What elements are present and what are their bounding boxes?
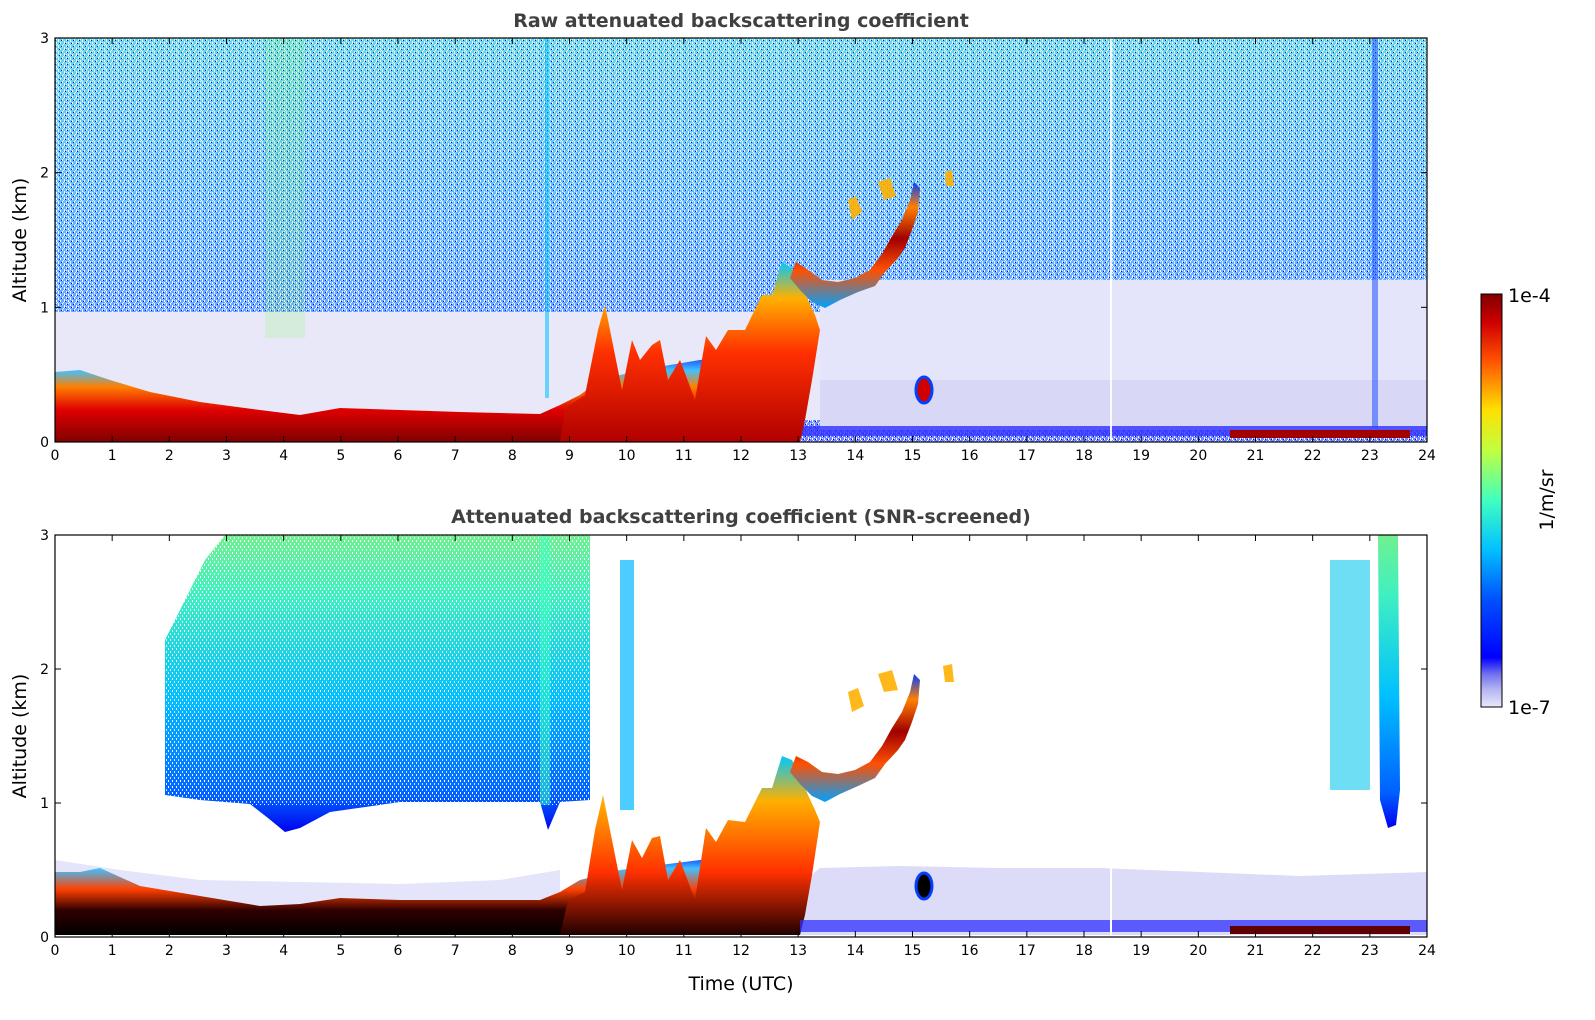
screened-streak xyxy=(1110,860,1112,937)
x-tick-label: 19 xyxy=(1132,943,1150,959)
raw-streak xyxy=(545,38,549,398)
x-tick-label: 21 xyxy=(1247,943,1265,959)
x-tick-label: 4 xyxy=(279,943,288,959)
x-tick-label: 9 xyxy=(565,448,574,464)
screened-aerosol-column-right-2 xyxy=(1378,535,1400,828)
x-tick-label: 5 xyxy=(336,448,345,464)
raw-streak xyxy=(265,38,305,338)
y-axis-label-raw: Altitude (km) xyxy=(9,178,31,303)
x-tick-label: 1 xyxy=(108,943,117,959)
x-tick-label: 19 xyxy=(1132,448,1150,464)
x-tick-label: 11 xyxy=(675,448,693,464)
raw-convective-region xyxy=(560,262,820,442)
y-tick-label: 3 xyxy=(40,528,49,544)
x-tick-label: 13 xyxy=(789,943,807,959)
panel-screened-title: Attenuated backscattering coefficient (S… xyxy=(451,506,1031,528)
x-tick-label: 0 xyxy=(51,943,60,959)
screened-elevated-layer xyxy=(790,674,920,802)
heatmap-screened xyxy=(55,535,1427,937)
x-tick-label: 18 xyxy=(1075,448,1093,464)
screened-aerosol-column-right xyxy=(1330,560,1370,790)
panel-raw: Raw attenuated backscattering coefficien… xyxy=(9,10,1436,464)
x-tick-label: 21 xyxy=(1247,448,1265,464)
screened-convective-region xyxy=(560,756,820,935)
x-tick-label: 6 xyxy=(394,943,403,959)
x-tick-label: 24 xyxy=(1418,943,1436,959)
y-tick-label: 0 xyxy=(40,435,49,451)
x-tick-label: 6 xyxy=(394,448,403,464)
heatmap-raw xyxy=(55,38,1427,442)
colorbar-gradient xyxy=(1480,293,1503,708)
x-tick-label: 12 xyxy=(732,943,750,959)
x-tick-label: 22 xyxy=(1304,448,1322,464)
y-axis-label-screened: Altitude (km) xyxy=(9,674,31,799)
x-tick-label: 3 xyxy=(222,943,231,959)
raw-surface-dark xyxy=(1230,430,1410,438)
x-tick-label: 2 xyxy=(165,943,174,959)
screened-aerosol-speckle xyxy=(160,535,600,805)
x-ticks-raw: 0 1 2 3 4 5 6 7 8 9 10 11 12 13 14 15 16 17 18 19 20 21 22 23 24 xyxy=(51,38,1436,464)
x-ticks-screened: 0 1 2 3 4 5 6 7 8 9 10 11 12 13 14 15 16 17 18 19 20 21 22 23 24 xyxy=(51,535,1436,959)
y-tick-label: 3 xyxy=(40,31,49,47)
y-tick-label: 2 xyxy=(40,662,49,678)
x-tick-label: 17 xyxy=(1018,448,1036,464)
screened-residual-layer xyxy=(800,866,1427,935)
raw-surface-line xyxy=(800,426,1427,436)
y-ticks-raw: 0 1 2 3 xyxy=(40,31,1427,451)
y-tick-label: 0 xyxy=(40,930,49,946)
x-tick-label: 18 xyxy=(1075,943,1093,959)
x-tick-label: 22 xyxy=(1304,943,1322,959)
screened-surface-dark xyxy=(1230,926,1410,934)
x-tick-label: 20 xyxy=(1189,943,1207,959)
x-tick-label: 13 xyxy=(789,448,807,464)
screened-elevated-fragments xyxy=(848,664,954,712)
screened-aerosol-streak xyxy=(540,535,550,805)
x-tick-label: 9 xyxy=(565,943,574,959)
x-tick-label: 10 xyxy=(618,943,636,959)
x-tick-label: 7 xyxy=(451,448,460,464)
x-tick-label: 11 xyxy=(675,943,693,959)
x-tick-label: 23 xyxy=(1361,448,1379,464)
colorbar-max-label: 1e-4 xyxy=(1508,285,1551,307)
y-tick-label: 2 xyxy=(40,166,49,182)
screened-small-cloud xyxy=(914,871,934,901)
x-tick-label: 1 xyxy=(108,448,117,464)
x-tick-label: 7 xyxy=(451,943,460,959)
x-tick-label: 24 xyxy=(1418,448,1436,464)
x-tick-label: 16 xyxy=(961,943,979,959)
x-axis-label: Time (UTC) xyxy=(687,973,793,995)
x-tick-label: 16 xyxy=(961,448,979,464)
colorbar-unit-label: 1/m/sr xyxy=(1536,469,1558,530)
x-tick-label: 5 xyxy=(336,943,345,959)
raw-elevated-layer xyxy=(790,182,920,308)
x-tick-label: 20 xyxy=(1189,448,1207,464)
screened-aerosol-column xyxy=(620,560,634,810)
x-tick-label: 4 xyxy=(279,448,288,464)
colorbar: 1e-4 1e-7 1/m/sr xyxy=(1480,285,1558,719)
raw-low-signal-zone-right-2 xyxy=(820,380,1427,430)
x-tick-label: 17 xyxy=(1018,943,1036,959)
x-tick-label: 14 xyxy=(846,448,864,464)
x-tick-label: 15 xyxy=(904,943,922,959)
raw-streak xyxy=(1110,38,1112,442)
raw-streak xyxy=(1372,38,1378,428)
raw-small-cloud xyxy=(914,375,934,405)
y-tick-label: 1 xyxy=(40,796,49,812)
x-tick-label: 14 xyxy=(846,943,864,959)
x-tick-label: 2 xyxy=(165,448,174,464)
panel-raw-title: Raw attenuated backscattering coefficien… xyxy=(513,10,969,32)
x-tick-label: 8 xyxy=(508,448,517,464)
x-tick-label: 8 xyxy=(508,943,517,959)
y-ticks-screened: 0 1 2 3 xyxy=(40,528,1427,946)
x-tick-label: 3 xyxy=(222,448,231,464)
panel-screened: Attenuated backscattering coefficient (S… xyxy=(9,506,1436,995)
x-tick-label: 0 xyxy=(51,448,60,464)
x-tick-label: 23 xyxy=(1361,943,1379,959)
x-tick-label: 15 xyxy=(904,448,922,464)
x-tick-label: 10 xyxy=(618,448,636,464)
colorbar-min-label: 1e-7 xyxy=(1508,697,1551,719)
y-tick-label: 1 xyxy=(40,300,49,316)
x-tick-label: 12 xyxy=(732,448,750,464)
